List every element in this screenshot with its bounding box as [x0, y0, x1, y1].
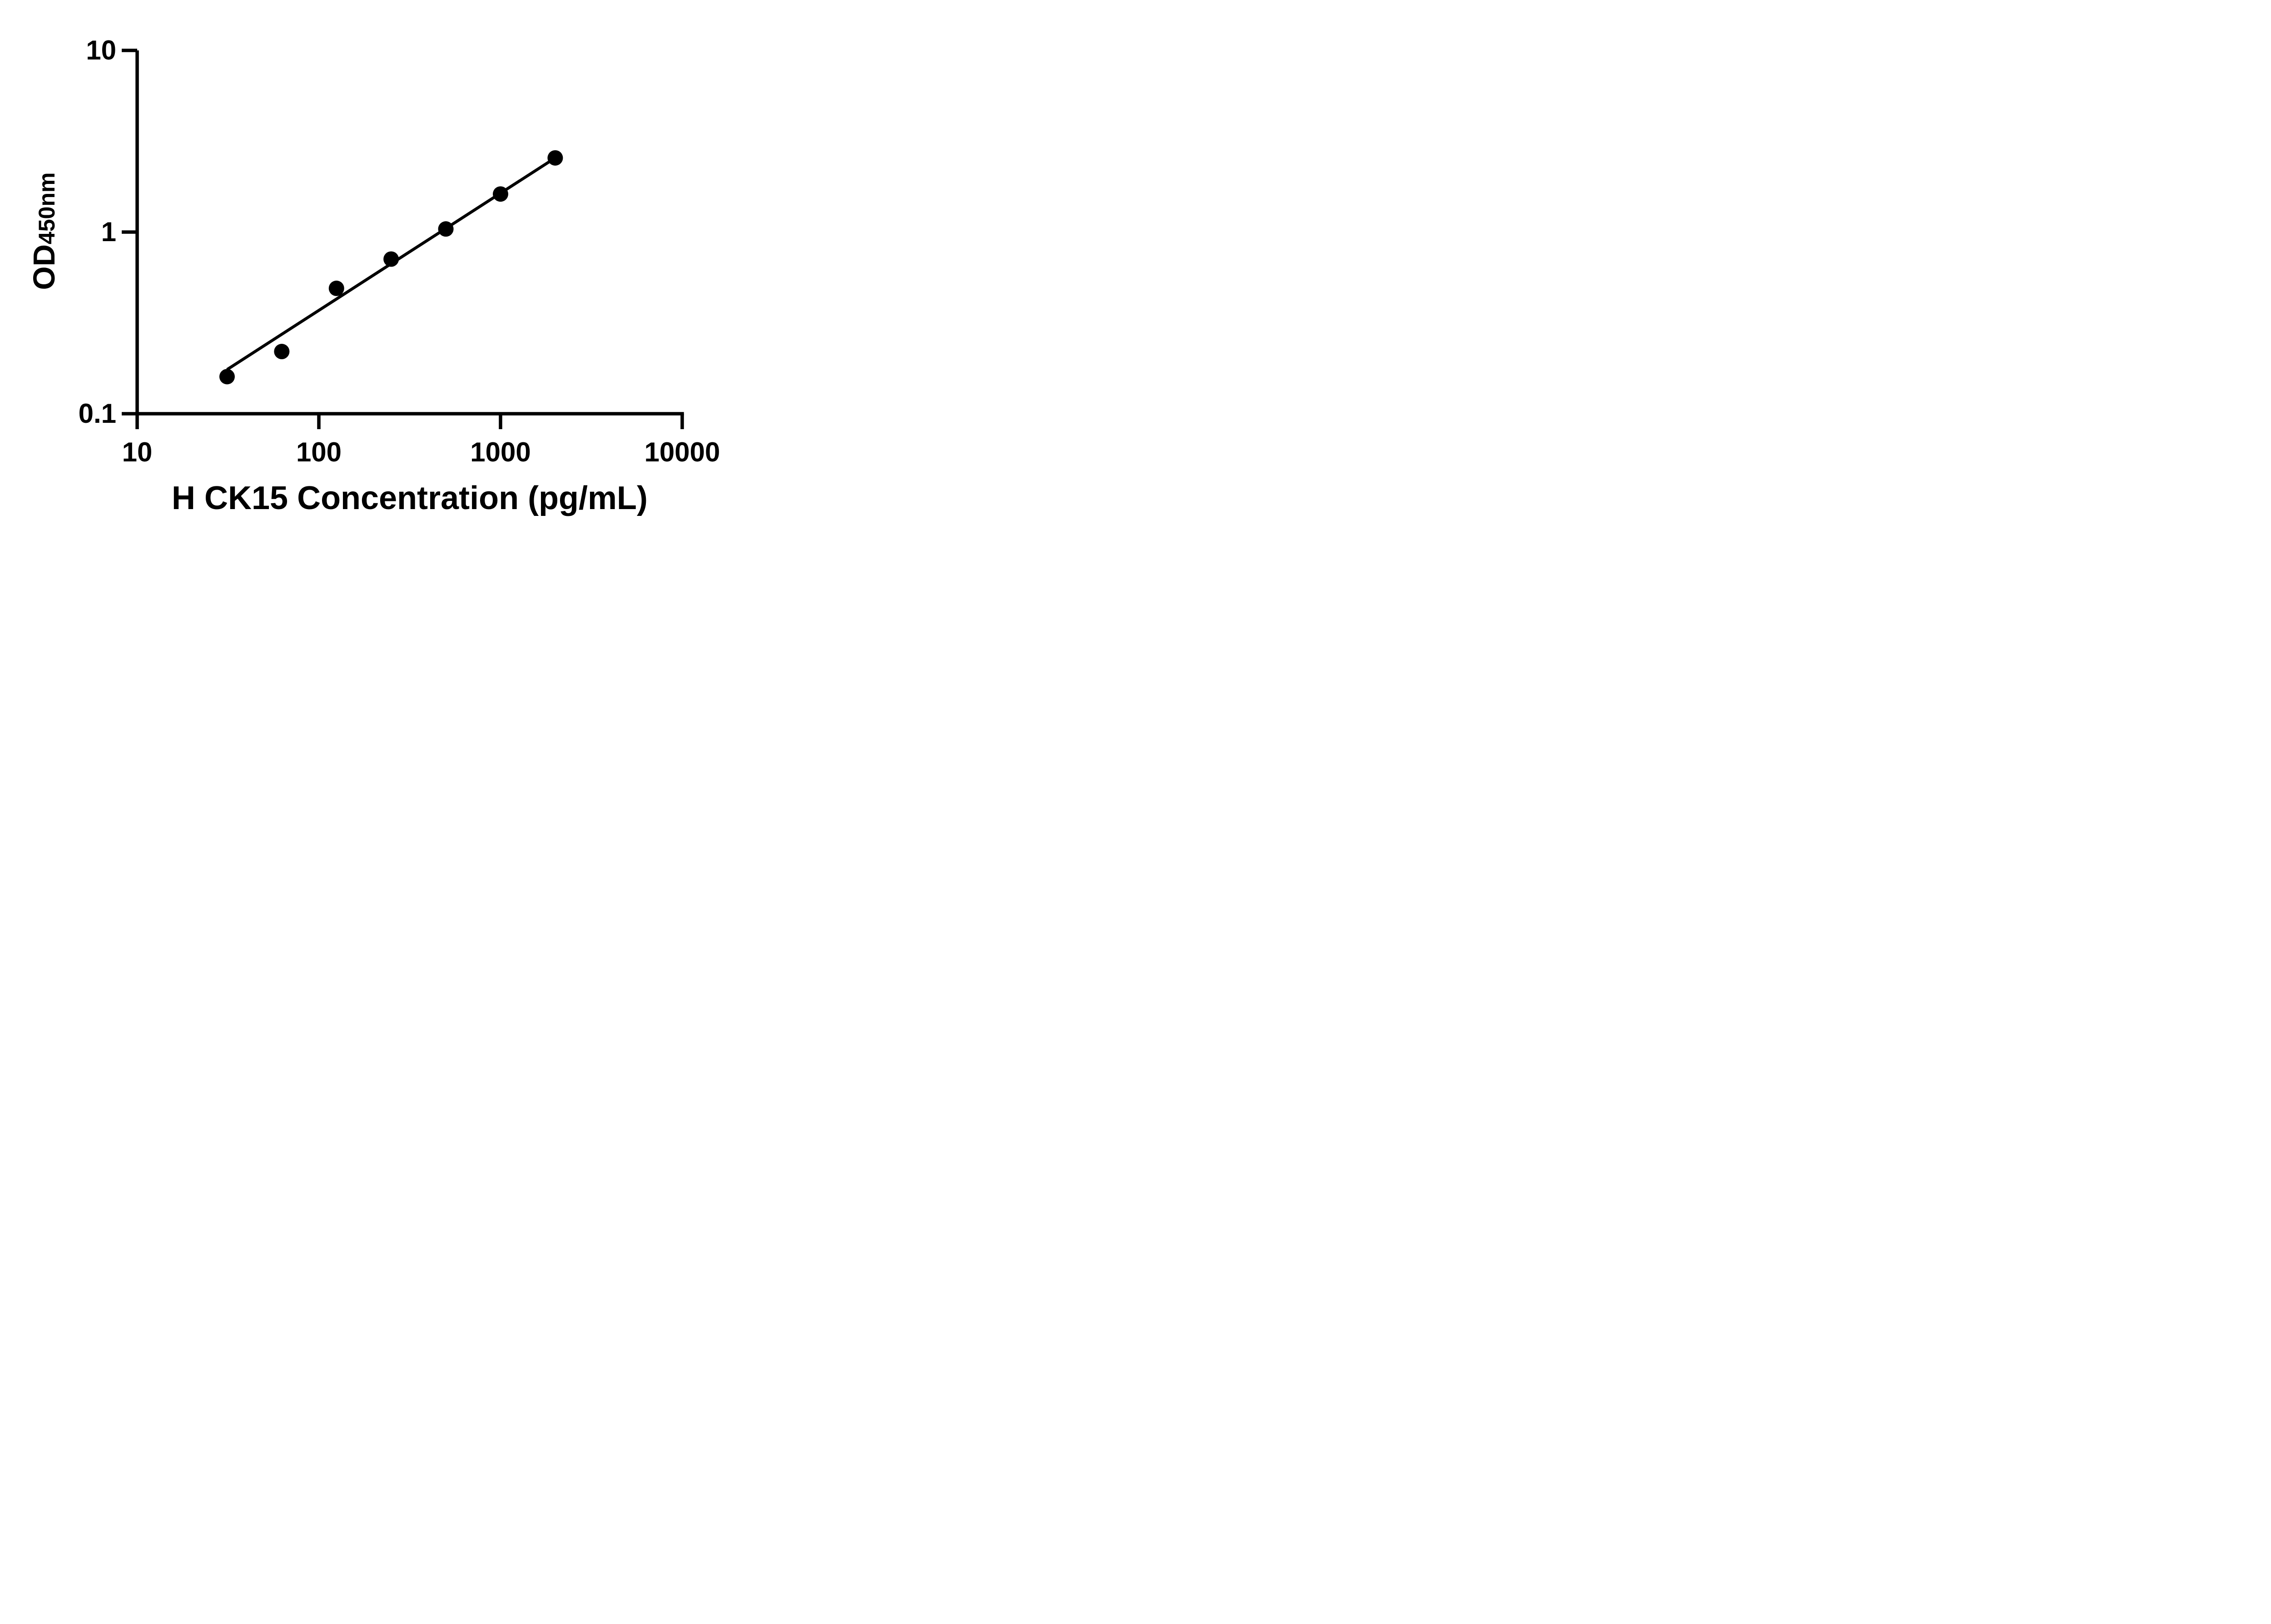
x-tick-label-10: 10	[122, 437, 153, 467]
x-tick-label-1000: 1000	[470, 437, 531, 467]
data-point	[219, 369, 235, 385]
data-point	[438, 221, 454, 237]
x-tick-label-100: 100	[296, 437, 342, 467]
plot-canvas	[122, 49, 684, 429]
elisa-standard-curve-figure: 10 1 0.1 10 100 1000 10000 H CK15 Concen…	[0, 0, 768, 541]
y-tick-label-10: 10	[86, 35, 116, 65]
data-point	[493, 186, 508, 202]
y-tick-label-0.1: 0.1	[78, 398, 116, 429]
y-axis-title-main: OD	[27, 244, 61, 290]
data-point	[383, 251, 399, 267]
y-axis-title: OD 450nm	[21, 72, 67, 390]
data-point	[274, 344, 290, 360]
data-point	[547, 150, 563, 166]
y-tick-label-1: 1	[101, 217, 116, 247]
y-axis-title-subscript: 450nm	[34, 172, 60, 244]
data-point	[328, 280, 344, 296]
x-tick-label-10000: 10000	[644, 437, 720, 467]
x-axis-title: H CK15 Concentration (pg/mL)	[171, 480, 648, 516]
